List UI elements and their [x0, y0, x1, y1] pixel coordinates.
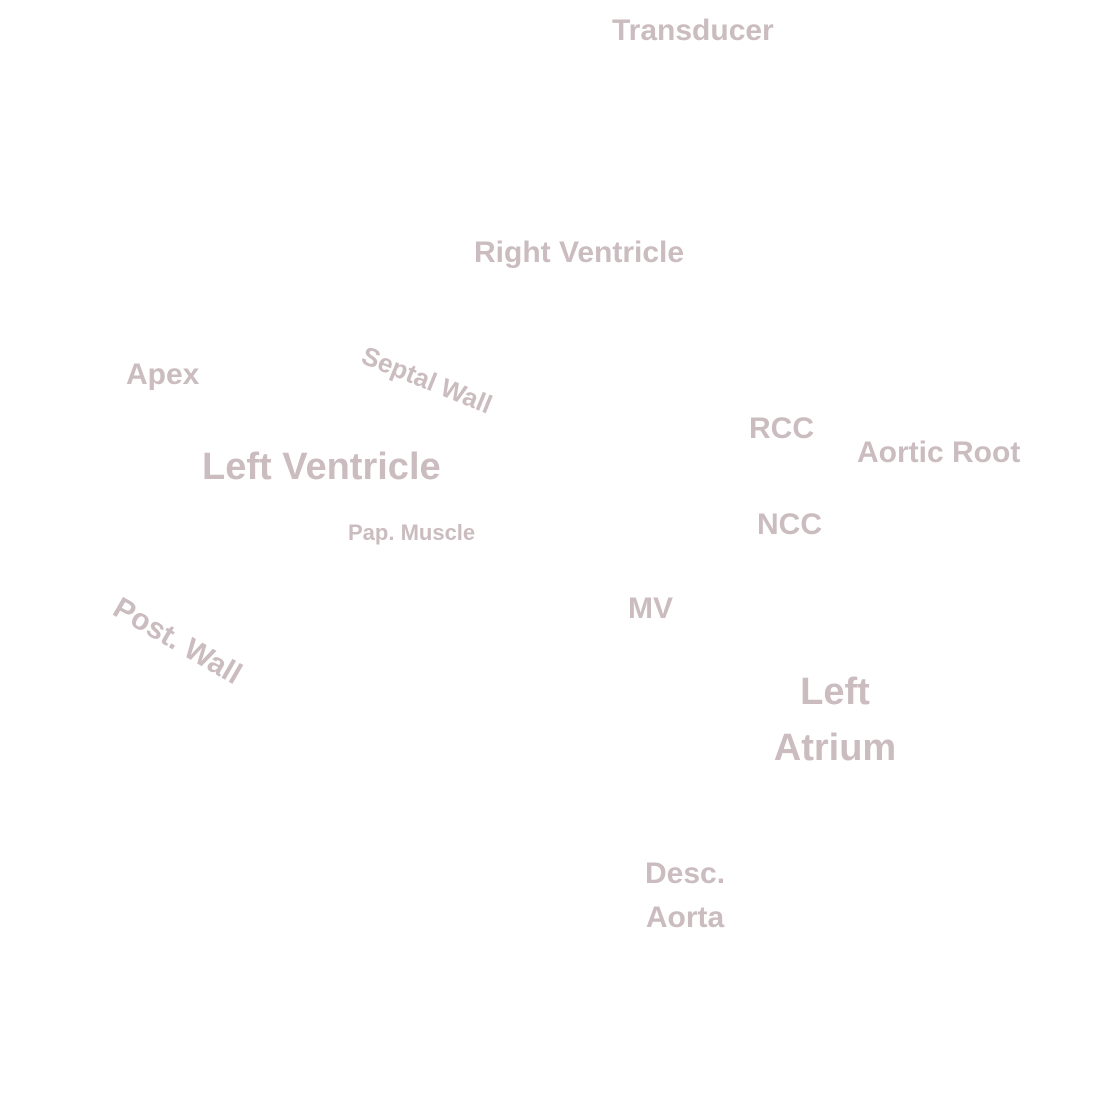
label-desc-aorta-line2: Aorta [645, 901, 725, 934]
label-ncc: NCC [757, 508, 822, 541]
label-rcc: RCC [749, 412, 814, 445]
label-pap-muscle: Pap. Muscle [348, 520, 476, 545]
label-left-atrium-line2: Atrium [773, 727, 897, 769]
label-post-wall: Post. Wall [107, 591, 248, 691]
label-left-atrium: Left Atrium [755, 664, 915, 776]
label-left-ventricle: Left Ventricle [202, 446, 441, 488]
label-apex: Apex [126, 358, 200, 391]
label-mv: MV [628, 592, 673, 625]
label-septal-wall: Septal Wall [357, 340, 497, 420]
label-right-ventricle: Right Ventricle [474, 236, 685, 269]
label-aortic-root: Aortic Root [857, 436, 1021, 469]
label-desc-aorta: Desc. Aorta [625, 852, 745, 940]
label-transducer: Transducer [612, 14, 774, 47]
label-left-atrium-line1: Left [800, 671, 870, 713]
label-desc-aorta-line1: Desc. [644, 857, 726, 890]
